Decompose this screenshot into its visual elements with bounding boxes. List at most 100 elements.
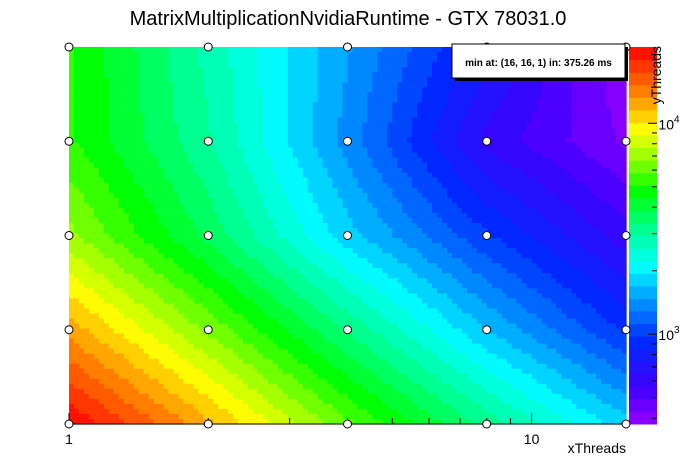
heat-cell <box>466 172 473 179</box>
heat-cell <box>357 157 364 164</box>
heat-cell <box>118 67 125 73</box>
heat-cell <box>362 243 368 249</box>
heat-cell <box>153 253 160 259</box>
heat-cell <box>198 248 204 254</box>
heat-cell <box>98 217 105 224</box>
heat-cell <box>292 263 299 269</box>
heat-cell <box>243 222 249 229</box>
heat-cell <box>481 82 488 88</box>
heat-cell <box>387 87 393 93</box>
heat-cell <box>596 197 602 204</box>
heat-cell <box>427 222 433 229</box>
heat-cell <box>511 122 518 129</box>
heat-cell <box>138 97 145 103</box>
heat-cell <box>461 222 468 229</box>
heat-cell <box>466 207 473 214</box>
heat-cell <box>93 62 100 68</box>
heat-cell <box>357 82 364 88</box>
heat-cell <box>88 132 95 139</box>
heat-cell <box>432 192 438 199</box>
heat-cell <box>108 182 115 189</box>
heat-cell <box>536 152 543 159</box>
heat-cell <box>471 207 478 214</box>
heat-cell <box>163 157 170 164</box>
heat-cell <box>616 92 622 98</box>
heat-cell <box>118 107 125 113</box>
heat-cell <box>352 57 359 63</box>
heat-cell <box>427 263 433 269</box>
heat-cell <box>297 207 304 214</box>
heat-cell <box>148 192 155 199</box>
heat-cell <box>506 263 513 269</box>
heat-cell <box>173 142 180 149</box>
heat-cell <box>78 117 85 123</box>
heat-cell <box>531 112 538 118</box>
heat-cell <box>108 87 115 93</box>
heat-cell <box>596 132 602 139</box>
heat-cell <box>621 207 627 214</box>
heat-cell <box>287 72 294 78</box>
heat-cell <box>317 52 324 58</box>
heat-cell <box>556 212 562 219</box>
heat-cell <box>581 97 587 103</box>
heat-cell <box>616 162 622 169</box>
heat-cell <box>148 117 155 123</box>
heat-cell <box>78 187 85 194</box>
heat-cell <box>128 82 135 88</box>
heat-cell <box>621 152 627 159</box>
heat-cell <box>218 47 224 53</box>
heat-cell <box>178 102 184 108</box>
heat-cell <box>88 62 95 68</box>
heat-cell <box>606 132 612 139</box>
heat-cell <box>546 137 552 144</box>
heat-cell <box>193 82 199 88</box>
heat-cell <box>233 72 239 78</box>
heat-cell <box>437 57 443 63</box>
heat-cell <box>347 57 354 63</box>
heat-cell <box>367 122 373 129</box>
heat-cell <box>446 258 453 264</box>
heat-cell <box>248 62 254 68</box>
heat-cell <box>506 127 513 134</box>
heat-cell <box>526 207 533 214</box>
heat-cell <box>208 152 214 159</box>
heat-cell <box>143 177 150 184</box>
heat-cell <box>118 127 125 134</box>
heat-cell <box>108 197 115 204</box>
heat-cell <box>621 243 627 249</box>
heat-cell <box>118 192 125 199</box>
heat-cell <box>312 147 319 154</box>
heat-cell <box>446 238 453 244</box>
heat-cell <box>417 102 423 108</box>
heat-cell <box>297 172 304 179</box>
heat-cell <box>78 122 85 129</box>
heat-cell <box>491 152 498 159</box>
heat-cell <box>367 112 373 118</box>
heat-cell <box>437 187 443 194</box>
heat-cell <box>183 152 189 159</box>
heat-cell <box>496 253 503 259</box>
heat-cell <box>163 117 170 123</box>
heat-cell <box>292 157 299 164</box>
heat-cell <box>536 187 543 194</box>
heat-cell <box>367 47 373 53</box>
heat-cell <box>118 117 125 123</box>
heat-cell <box>586 187 592 194</box>
heat-cell <box>69 167 75 174</box>
heat-cell <box>282 167 289 174</box>
heat-cell <box>506 92 513 98</box>
heat-cell <box>397 82 403 88</box>
heat-cell <box>238 268 244 274</box>
heat-cell <box>372 142 378 149</box>
heat-cell <box>223 167 229 174</box>
heat-cell <box>461 117 468 123</box>
heat-cell <box>437 192 443 199</box>
heat-cell <box>262 112 269 118</box>
heat-cell <box>501 243 508 249</box>
heat-cell <box>556 192 562 199</box>
heat-cell <box>606 263 612 269</box>
heat-cell <box>123 207 130 214</box>
heat-cell <box>138 238 145 244</box>
heat-cell <box>611 227 617 234</box>
heat-cell <box>108 162 115 169</box>
